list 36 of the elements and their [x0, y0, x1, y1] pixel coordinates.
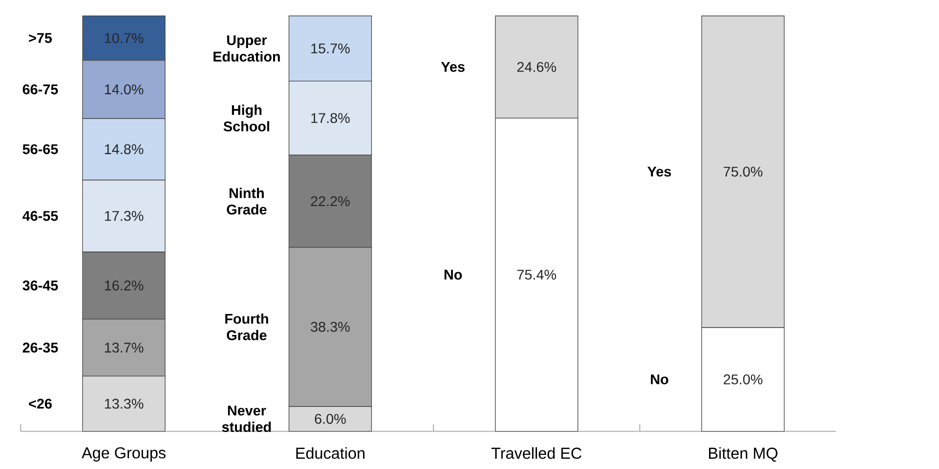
x-tick-label: Age Groups	[82, 447, 166, 462]
series-label: Never studied	[222, 406, 271, 432]
data-label: 24.6%	[517, 62, 556, 72]
series-label: High School	[224, 104, 270, 132]
series-label: 26-35	[22, 342, 58, 353]
data-label: 15.7%	[311, 43, 350, 54]
series-label: 36-45	[22, 280, 58, 290]
data-label: 16.2%	[104, 280, 144, 290]
series-label: 56-65	[22, 144, 58, 154]
text: >75	[28, 33, 52, 43]
text: Yes	[647, 166, 671, 176]
data-label: 6.0%	[314, 414, 346, 424]
text: <26	[28, 398, 52, 409]
series-label: Ninth Grade	[226, 188, 267, 214]
data-label: 75.0%	[724, 166, 762, 177]
x-tick-label: Travelled EC	[491, 447, 582, 459]
text: No	[650, 374, 668, 384]
data-label: 13.7%	[104, 342, 144, 352]
series-label: 66-75	[22, 84, 58, 94]
series-label: Upper Education	[214, 35, 280, 62]
text: Yes	[441, 62, 465, 72]
data-label: 25.0%	[724, 374, 762, 384]
data-label: 75.4%	[517, 270, 556, 280]
series-label: 46-55	[22, 210, 58, 221]
data-label: 14.8%	[104, 144, 144, 154]
data-label: 38.3%	[310, 322, 350, 332]
series-label: Fourth Grade	[225, 313, 268, 340]
data-label: 14.0%	[104, 84, 144, 94]
data-label: 17.3%	[104, 210, 144, 221]
data-label: 10.7%	[104, 33, 144, 43]
data-label: 17.8%	[311, 112, 350, 123]
data-label: 22.2%	[310, 196, 350, 206]
x-tick-label: Education	[296, 447, 364, 459]
text: No	[444, 270, 462, 280]
data-label: 13.3%	[104, 398, 144, 409]
x-tick-label: Bitten MQ	[709, 447, 778, 462]
